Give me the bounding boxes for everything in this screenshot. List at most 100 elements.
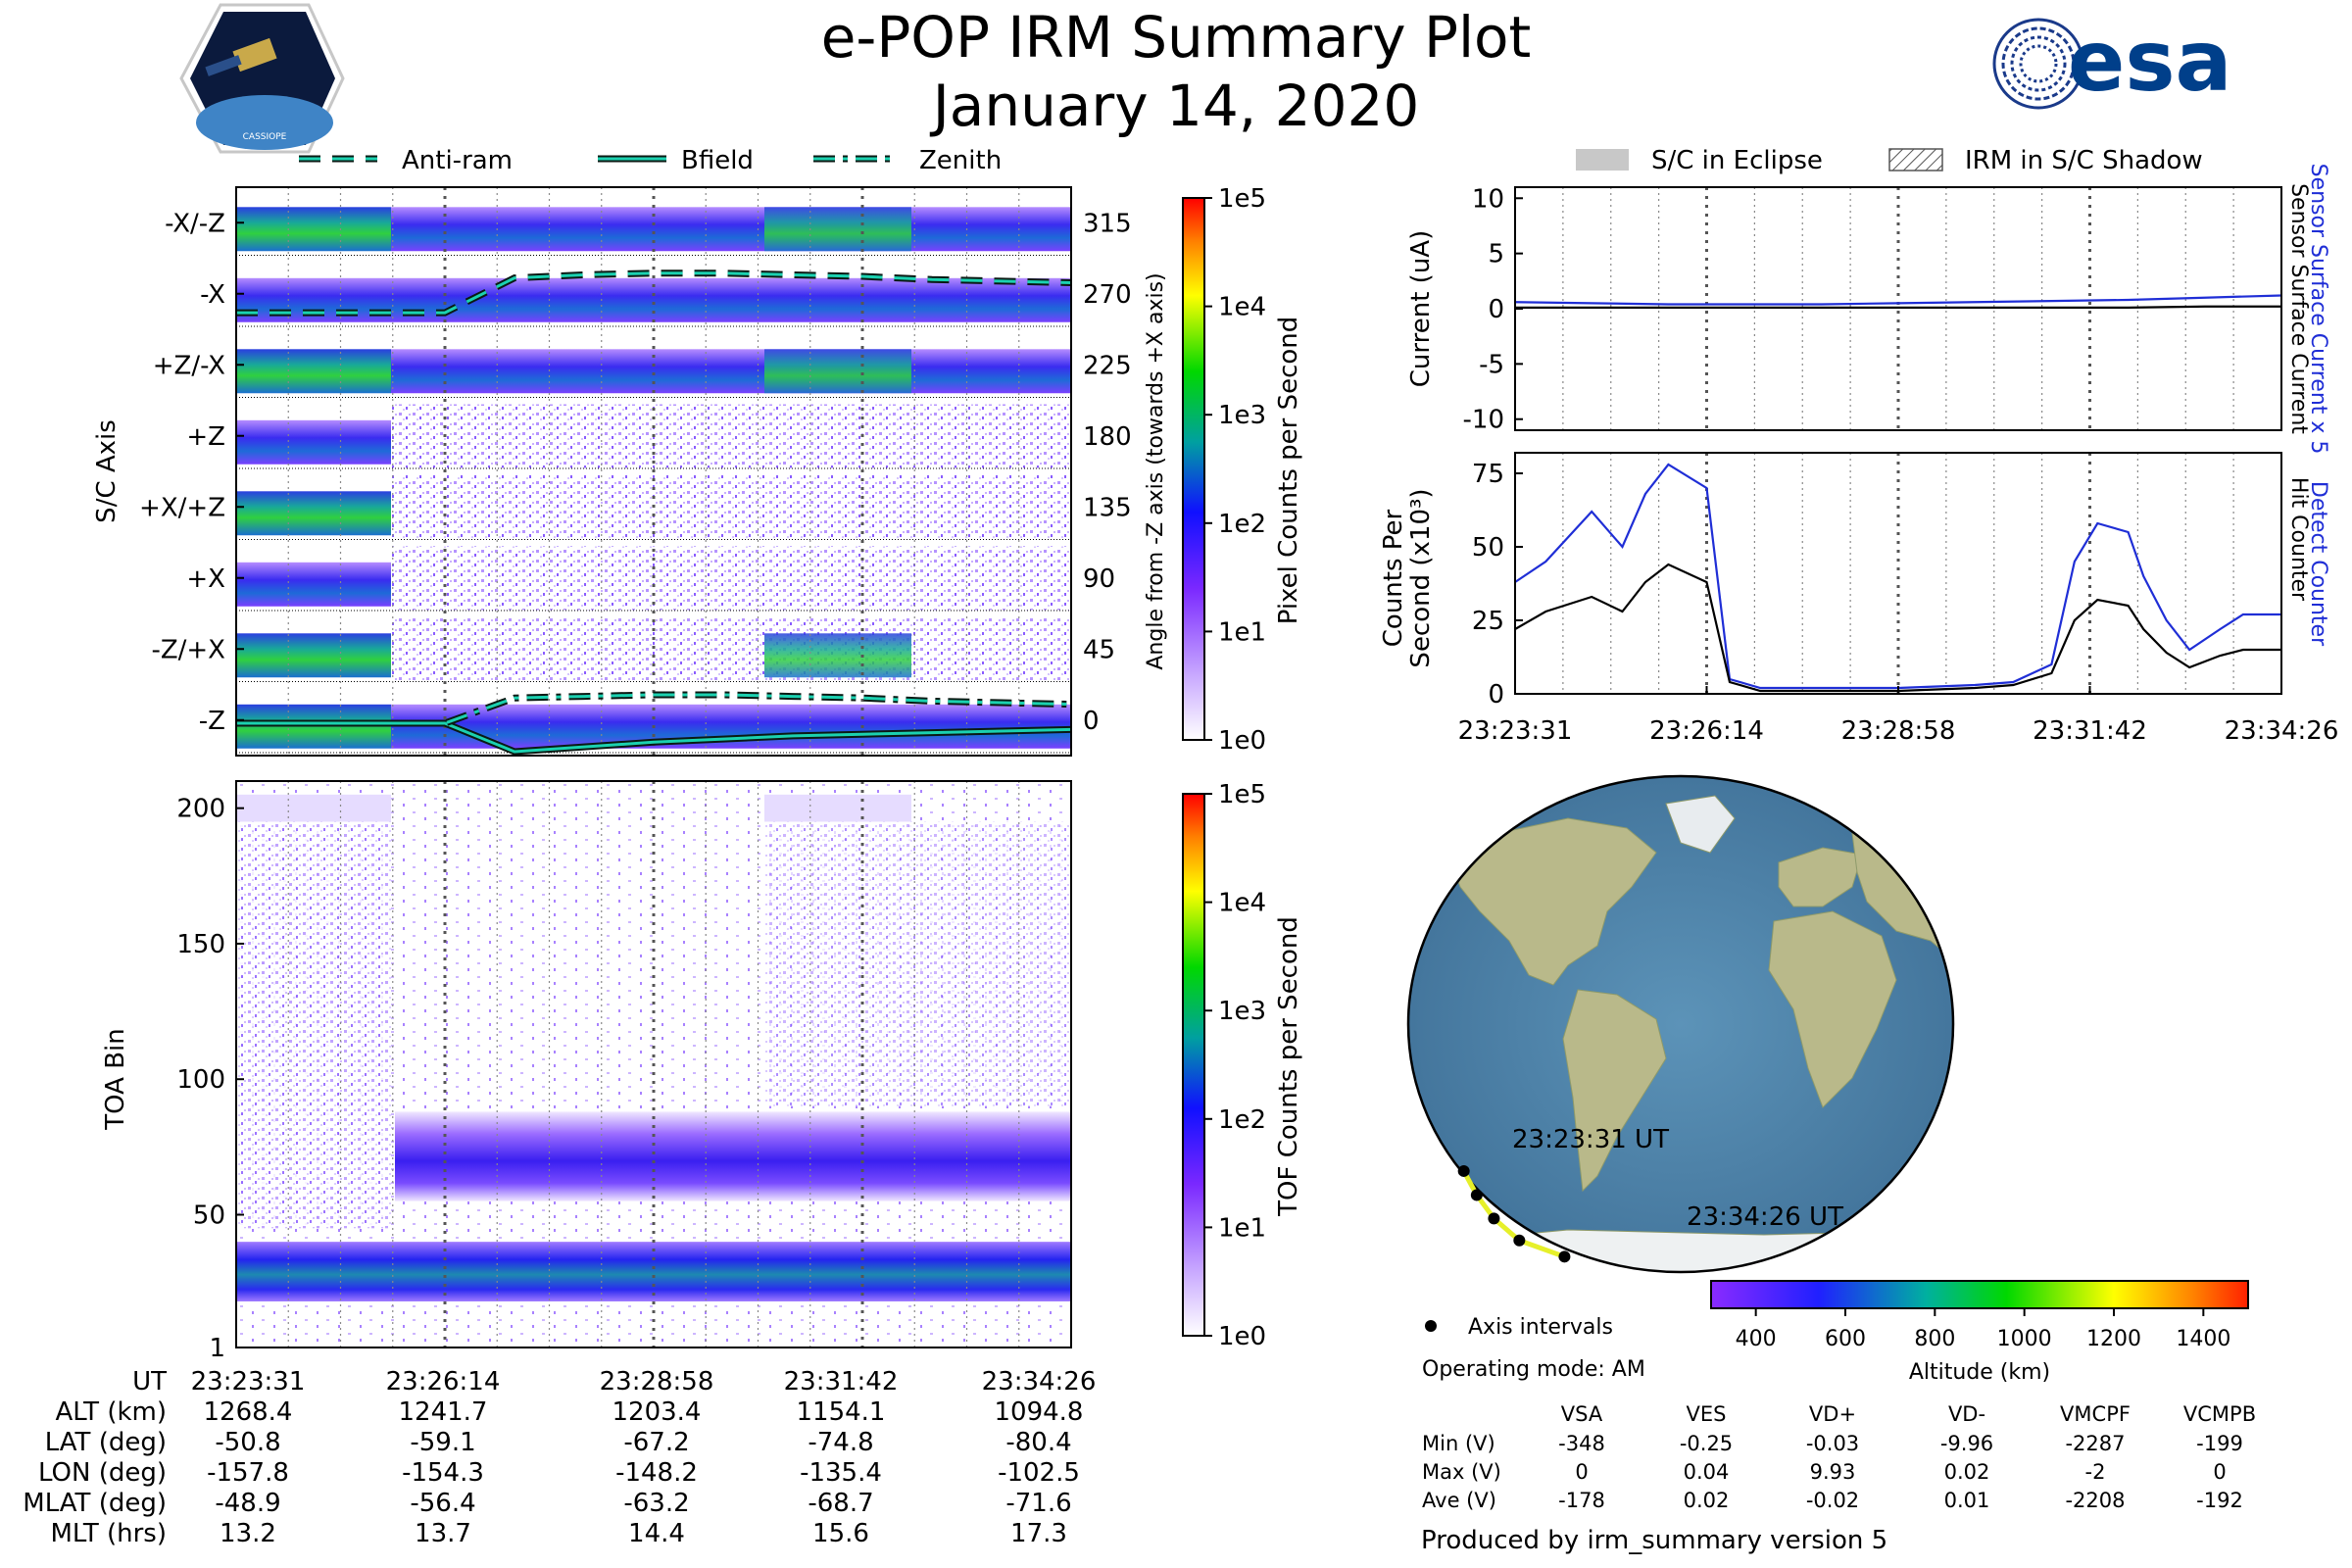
altitude-colorbar-label: Altitude (km) xyxy=(1909,1360,2050,1385)
tof-ytick-label: 100 xyxy=(176,1065,225,1095)
counts-right-label-black: Hit Counter xyxy=(2286,477,2311,602)
tof-top-patch-2 xyxy=(764,794,911,822)
orbit-cell: 23:26:14 xyxy=(386,1367,501,1396)
pixel-counts-panel: -X/-Z 315 -X 270 +Z/-X 225 +Z 180 +X/+Z 135 +X 90 -Z… xyxy=(92,186,1168,758)
tof-ytick-label: 1 xyxy=(209,1334,225,1363)
legend-anti-ram: Anti-ram xyxy=(402,146,513,175)
legend-shadow: S/C in Eclipse IRM in S/C Shadow xyxy=(1576,146,2203,175)
pixel-ytick-label: +Z xyxy=(186,422,225,452)
orbit-header-0: UT xyxy=(132,1367,167,1396)
current-ytick-label: 0 xyxy=(1488,295,1504,324)
pixel-colorbar-ticks: 1e0 1e1 1e2 1e3 1e4 1e5 xyxy=(1204,184,1266,756)
esa-logo-text: esa xyxy=(2068,13,2232,111)
pixel-colorbar-tick-label: 1e3 xyxy=(1218,401,1266,430)
pixel-ytick-label: +Z/-X xyxy=(153,351,225,380)
pixel-row-6-late xyxy=(391,617,1071,683)
pixel-colorbar-tick-label: 1e5 xyxy=(1218,184,1266,214)
voltage-cell: 0.02 xyxy=(1944,1460,1990,1484)
counts-ytick-label: 0 xyxy=(1488,680,1504,710)
legend-eclipse: S/C in Eclipse xyxy=(1651,146,1823,175)
current-ytick-label: 10 xyxy=(1472,184,1504,214)
title-line1: e-POP IRM Summary Plot xyxy=(821,4,1532,71)
continent-antarctica xyxy=(1410,1229,1953,1272)
pixel-right-tick-label: 315 xyxy=(1083,209,1132,238)
pixel-row-0-burst xyxy=(764,207,911,252)
continent-north-america xyxy=(1449,817,1657,986)
voltage-cell: -0.02 xyxy=(1806,1489,1859,1512)
altitude-tick-label: 1200 xyxy=(2086,1327,2141,1351)
pixel-row-2-burst xyxy=(764,349,911,394)
pixel-row-0-early xyxy=(236,207,391,252)
orbit-cell: -56.4 xyxy=(410,1489,475,1518)
orbit-axis-interval-point xyxy=(1558,1250,1571,1263)
counts-x-ticks: 23:23:31 23:26:14 23:28:58 23:31:42 23:34:26 xyxy=(1458,686,2339,746)
orbit-cell: 1203.4 xyxy=(612,1397,702,1427)
pixel-row-3-early xyxy=(236,419,391,465)
orbit-cell: -102.5 xyxy=(998,1458,1080,1488)
orientation-line-anti-ram xyxy=(236,271,1072,315)
pixel-ytick-label: -X xyxy=(200,280,225,310)
voltage-cell: -199 xyxy=(2196,1432,2243,1455)
pixel-row-3-late xyxy=(391,404,1071,469)
track-start-label: 23:23:31 UT xyxy=(1512,1125,1669,1154)
pixel-right-tick-label: 270 xyxy=(1083,280,1132,310)
voltage-cell: 0 xyxy=(1575,1460,1588,1484)
counts-series xyxy=(1514,463,2281,693)
voltage-header: VSA xyxy=(1561,1402,1603,1426)
voltage-header: VES xyxy=(1687,1402,1727,1426)
tof-heatmap xyxy=(236,794,1071,1301)
orbit-cell: -59.1 xyxy=(410,1428,475,1457)
voltage-cell: 9.93 xyxy=(1810,1460,1856,1484)
current-line-blue xyxy=(1514,294,2282,306)
counts-xtick-label: 23:23:31 xyxy=(1458,716,1573,746)
orbit-cell: 15.6 xyxy=(812,1519,869,1548)
orbit-axis-interval-point xyxy=(1470,1189,1483,1201)
counts-ylabel-line2: Second (x10³) xyxy=(1406,488,1436,667)
orbit-cell: -80.4 xyxy=(1005,1428,1071,1457)
orbit-cell: -154.3 xyxy=(402,1458,484,1488)
tof-main-band xyxy=(395,1111,1071,1201)
orbit-cell: 23:28:58 xyxy=(600,1367,714,1396)
map-frame xyxy=(1406,774,1955,1274)
counts-ylabel-line1: Counts Per xyxy=(1379,509,1408,647)
esa-logo: esa xyxy=(1992,13,2232,111)
continent-south-america xyxy=(1562,989,1667,1193)
orbit-cell: 13.7 xyxy=(415,1519,471,1548)
legend-zenith: Zenith xyxy=(919,146,1002,175)
tof-colorbar-tick-label: 1e1 xyxy=(1218,1213,1266,1243)
counts-xtick-label: 23:34:26 xyxy=(2225,716,2339,746)
world-map: 23:23:31 UT 23:34:26 UT xyxy=(1406,774,1955,1274)
orbit-axis-interval-point xyxy=(1488,1212,1500,1225)
voltage-cell: -348 xyxy=(1558,1432,1605,1455)
pixel-plot-frame xyxy=(235,186,1072,757)
pixel-ytick-label: -Z xyxy=(199,707,225,736)
pixel-colorbar-tick-label: 1e4 xyxy=(1218,293,1266,322)
current-ylabel: Current (uA) xyxy=(1406,230,1436,387)
orbit-track xyxy=(1457,1164,1571,1263)
voltage-cell: -2208 xyxy=(2065,1489,2125,1512)
voltage-header: VCMPB xyxy=(2183,1402,2256,1426)
tof-ylabel: TOA Bin xyxy=(101,1028,130,1130)
pixel-row-4-early xyxy=(236,491,391,536)
pixel-row-0-late xyxy=(391,207,1071,252)
orbit-cell: -135.4 xyxy=(800,1458,882,1488)
counts-time-gridlines xyxy=(1562,453,2234,694)
pixel-ytick-label: -X/-Z xyxy=(165,209,225,238)
pixel-colorbar-tick-label: 1e1 xyxy=(1218,617,1266,647)
counts-panel: 0 25 50 75 23:23:31 23:26:14 23:28:58 23:31:42… xyxy=(1379,452,2339,746)
tof-colorbar-tick-label: 1e5 xyxy=(1218,780,1266,809)
pixel-y-ticks: -X/-Z 315 -X 270 +Z/-X 225 +Z 180 +X/+Z 135 +X 90 -Z… xyxy=(139,209,1132,736)
orientation-line-zenith xyxy=(236,693,1072,725)
altitude-tick-label: 600 xyxy=(1825,1327,1866,1351)
pixel-row-6-burst xyxy=(764,633,911,678)
pixel-row-2-late xyxy=(391,349,1071,394)
tof-early-speckle xyxy=(236,821,391,1229)
orbit-cell: 1268.4 xyxy=(204,1397,293,1427)
pixel-right-tick-label: 90 xyxy=(1083,564,1115,594)
altitude-tick-label: 1400 xyxy=(2176,1327,2230,1351)
voltage-header: VD- xyxy=(1948,1402,1985,1426)
tof-late-speckle xyxy=(764,821,1071,1106)
tof-colorbar-tick-label: 1e0 xyxy=(1218,1322,1266,1351)
voltage-cell: 0.02 xyxy=(1684,1489,1730,1512)
